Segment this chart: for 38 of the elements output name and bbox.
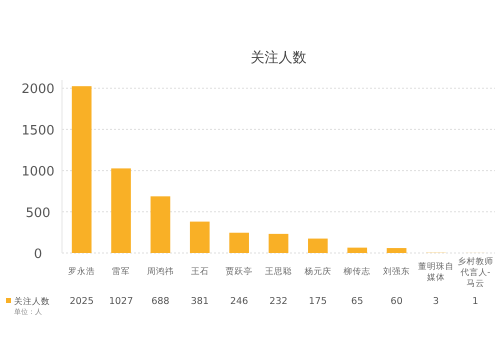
x-tick-label: 雷军 [112, 266, 130, 277]
x-tick-label: 贾跃亭 [226, 266, 253, 277]
bar [268, 234, 288, 253]
x-tick-label: 刘强东 [383, 266, 410, 277]
bar [308, 238, 328, 253]
bar [190, 222, 210, 253]
bar [150, 196, 170, 253]
data-label: 60 [390, 296, 403, 307]
x-tick-label: 王思聪 [265, 266, 292, 277]
data-label: 246 [230, 296, 248, 307]
y-tick-label: 500 [26, 206, 50, 221]
x-tick-label: 柳传志 [344, 266, 371, 277]
data-label: 232 [269, 296, 288, 307]
chart-title: 关注人数 [250, 50, 306, 66]
data-label: 65 [351, 296, 364, 307]
data-label: 1027 [108, 296, 134, 307]
bar [72, 86, 92, 253]
bar [111, 168, 131, 253]
x-tick-label: 周鸿祎 [146, 266, 174, 277]
y-tick-label: 1000 [21, 164, 55, 180]
x-tick-label: 董明珠自媒体 [418, 261, 454, 283]
bar [386, 248, 406, 253]
y-tick-label: 0 [34, 247, 42, 262]
data-label: 3 [432, 296, 439, 307]
data-label: 381 [190, 296, 209, 307]
y-tick-label: 1500 [21, 123, 55, 138]
data-label: 175 [308, 296, 327, 307]
bar [347, 248, 368, 253]
data-label: 1 [472, 296, 478, 307]
x-tick-label: 罗永浩 [68, 266, 96, 277]
x-tick-label: 王石 [190, 267, 209, 277]
data-label: 2025 [70, 296, 94, 307]
y-tick-label: 2000 [21, 82, 55, 98]
x-tick-label: 乡村教师代言人-马云 [457, 256, 494, 289]
data-label: 688 [151, 296, 170, 307]
bar [229, 232, 249, 253]
x-tick-label: 杨元庆 [303, 266, 332, 277]
legend-label: 关注人数 [14, 296, 50, 307]
